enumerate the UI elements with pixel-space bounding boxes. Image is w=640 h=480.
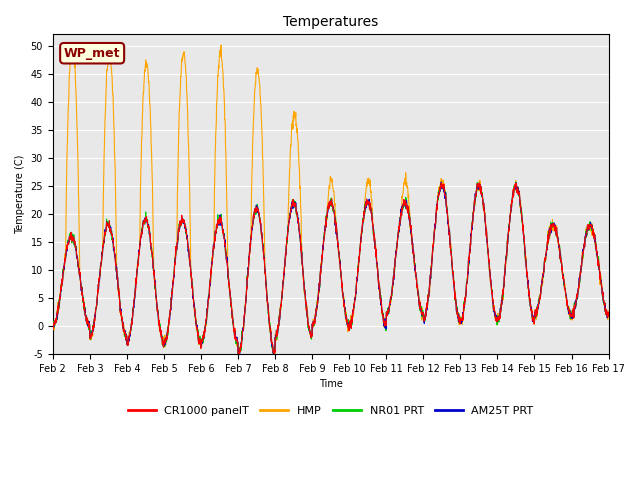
Text: WP_met: WP_met [64,47,120,60]
NR01 PRT [572,301,579,307]
Line: AM25T PRT: AM25T PRT [52,182,609,359]
HMP [556,249,564,255]
NR01 PRT [234,358,242,363]
CR1000 panelT [572,301,579,307]
NR01 PRT [359,216,367,221]
AM25T PRT [234,356,242,361]
AM25T PRT [556,249,564,255]
Line: NR01 PRT: NR01 PRT [52,182,609,360]
NR01 PRT [204,301,212,307]
CR1000 panelT [512,180,520,186]
CR1000 panelT [359,217,367,223]
HMP [204,301,212,307]
Legend: CR1000 panelT, HMP, NR01 PRT, AM25T PRT: CR1000 panelT, HMP, NR01 PRT, AM25T PRT [124,401,538,420]
AM25T PRT [493,318,500,324]
AM25T PRT [359,219,367,225]
NR01 PRT [605,312,612,317]
AM25T PRT [572,298,579,304]
HMP [235,353,243,359]
CR1000 panelT [234,354,242,360]
NR01 PRT [49,324,56,330]
HMP [348,318,355,324]
HMP [360,216,367,222]
HMP [68,41,76,47]
CR1000 panelT [605,312,612,317]
AM25T PRT [49,323,56,328]
AM25T PRT [347,320,355,325]
Line: CR1000 panelT: CR1000 panelT [52,183,609,357]
CR1000 panelT [493,316,500,322]
NR01 PRT [556,249,564,255]
X-axis label: Time: Time [319,379,342,389]
CR1000 panelT [556,251,564,256]
HMP [49,319,56,324]
NR01 PRT [512,180,520,185]
AM25T PRT [204,301,212,307]
Y-axis label: Temperature (C): Temperature (C) [15,155,25,234]
Title: Temperatures: Temperatures [283,15,378,29]
AM25T PRT [437,179,445,185]
HMP [605,308,612,314]
HMP [493,321,500,326]
AM25T PRT [605,311,612,316]
CR1000 panelT [204,303,212,309]
CR1000 panelT [347,317,355,323]
NR01 PRT [347,317,355,323]
NR01 PRT [493,317,500,323]
Line: HMP: HMP [52,44,609,356]
CR1000 panelT [49,322,56,327]
HMP [572,300,579,305]
